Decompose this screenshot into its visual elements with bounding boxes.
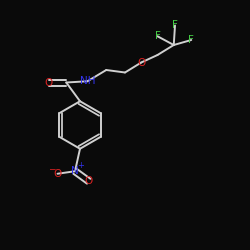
Text: O: O xyxy=(53,169,62,179)
Text: +: + xyxy=(77,161,84,170)
Text: O: O xyxy=(44,78,53,88)
Text: O: O xyxy=(137,58,145,68)
Text: O: O xyxy=(84,176,93,186)
Text: NH: NH xyxy=(80,76,95,86)
Text: −: − xyxy=(48,164,56,173)
Text: N: N xyxy=(71,166,79,176)
Text: F: F xyxy=(188,35,194,45)
Text: F: F xyxy=(154,31,160,41)
Text: F: F xyxy=(172,20,178,30)
